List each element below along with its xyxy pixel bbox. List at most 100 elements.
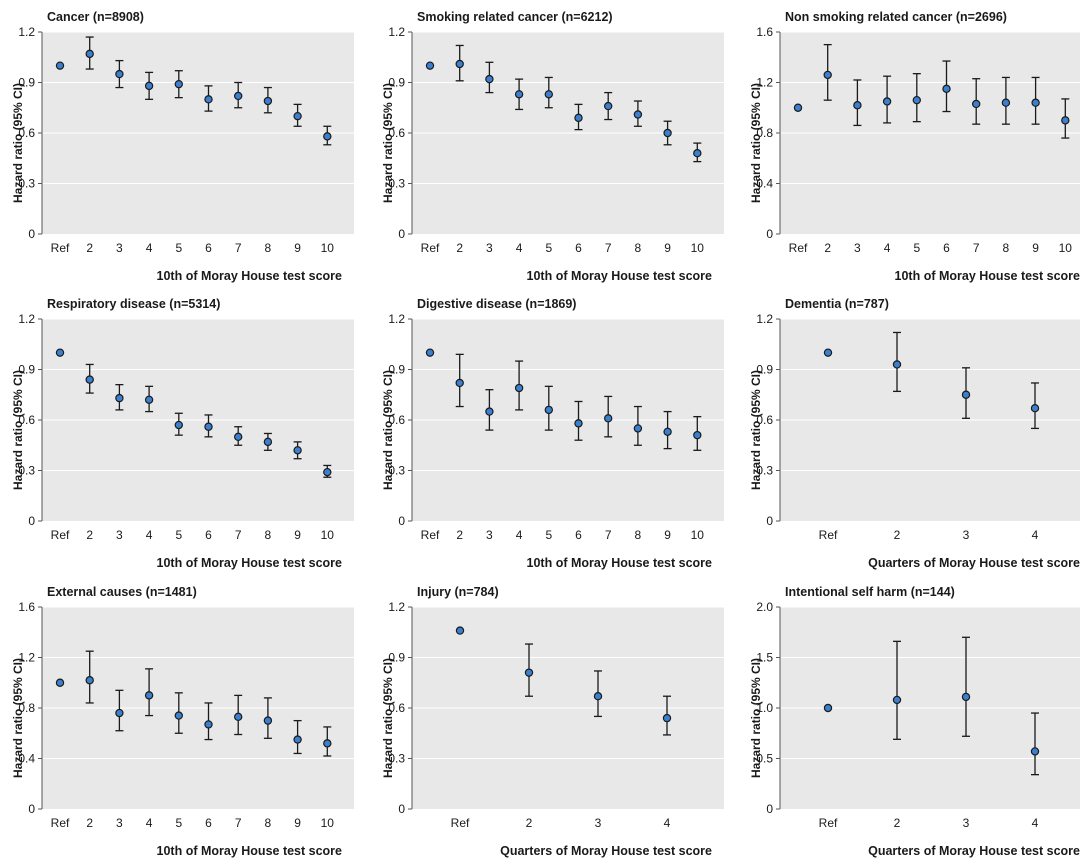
x-tick-label: 2 xyxy=(456,241,463,255)
x-tick-label: 10 xyxy=(691,241,705,255)
x-tick-label: 4 xyxy=(516,241,523,255)
data-point xyxy=(603,414,613,423)
chart-panel: Respiratory disease (n=5314) Hazard ratio… xyxy=(0,295,360,580)
x-tick-label: 9 xyxy=(664,528,671,542)
y-tick-label: 1.0 xyxy=(756,701,773,715)
data-point xyxy=(514,90,524,99)
data-point xyxy=(961,692,971,702)
x-tick-label: 2 xyxy=(894,816,901,830)
data-point xyxy=(1001,98,1011,107)
y-tick-label: 0.3 xyxy=(756,464,773,478)
data-point xyxy=(961,390,971,399)
chart-title: Digestive disease (n=1869) xyxy=(417,297,577,311)
data-point xyxy=(455,59,464,69)
x-tick-label: Ref xyxy=(51,528,70,542)
x-tick-label: 8 xyxy=(265,241,272,255)
data-point xyxy=(971,99,981,109)
y-tick-label: 0.6 xyxy=(388,126,405,140)
y-tick-label: 1.2 xyxy=(18,25,35,39)
data-point xyxy=(892,360,902,369)
data-point xyxy=(823,70,832,80)
y-tick-label: 0.9 xyxy=(18,76,35,90)
x-tick-label: 3 xyxy=(963,528,970,542)
chart-panel: External causes (n=1481) Hazard ratio (95… xyxy=(0,583,360,868)
data-point xyxy=(882,97,892,106)
data-point xyxy=(263,716,273,725)
x-tick-label: 5 xyxy=(175,241,182,255)
x-tick-label: Ref xyxy=(51,241,70,255)
chart-plot: 0 0.3 0.6 0.9 1.2 Ref 2 3 4 5 6 7 8 9 10 xyxy=(18,25,354,255)
x-tick-label: Ref xyxy=(51,816,70,830)
data-point xyxy=(574,113,583,123)
chart-title: Cancer (n=8908) xyxy=(47,10,144,24)
x-tick-label: 6 xyxy=(205,528,212,542)
data-point xyxy=(233,432,243,442)
data-point xyxy=(174,79,183,89)
data-point xyxy=(293,735,302,744)
data-point xyxy=(514,383,524,393)
x-tick-label: 2 xyxy=(86,816,93,830)
x-tick-label: 5 xyxy=(175,816,182,830)
x-tick-label: 10 xyxy=(321,528,335,542)
x-tick-label: 8 xyxy=(1003,241,1010,255)
x-tick-label: 4 xyxy=(1032,528,1039,542)
data-point xyxy=(892,695,902,705)
y-tick-label: 0.6 xyxy=(756,413,773,427)
y-tick-label: 0 xyxy=(28,227,35,241)
y-tick-label: 0.3 xyxy=(388,752,405,766)
data-point xyxy=(823,348,833,357)
y-tick-label: 0.3 xyxy=(388,464,405,478)
data-point xyxy=(323,739,332,748)
y-tick-label: 0.8 xyxy=(18,701,35,715)
x-axis-label: Quarters of Moray House test score xyxy=(868,844,1080,858)
y-tick-label: 0.8 xyxy=(756,126,773,140)
data-point xyxy=(1030,404,1040,413)
data-point xyxy=(85,676,94,685)
x-tick-label: 8 xyxy=(635,241,642,255)
y-tick-label: 0.3 xyxy=(18,177,35,191)
data-point xyxy=(693,430,702,440)
x-tick-label: 3 xyxy=(854,241,861,255)
data-point xyxy=(55,678,65,687)
data-point xyxy=(524,668,534,677)
data-point xyxy=(663,128,672,138)
data-point xyxy=(544,90,553,99)
chart-plot: 0 0.3 0.6 0.9 1.2 Ref 2 3 4 5 6 7 8 9 10 xyxy=(388,312,724,542)
x-tick-label: 10 xyxy=(1059,241,1073,255)
x-tick-label: 9 xyxy=(294,241,301,255)
data-point xyxy=(485,407,494,416)
x-tick-label: 2 xyxy=(894,528,901,542)
x-tick-label: 6 xyxy=(575,241,582,255)
x-tick-label: 4 xyxy=(516,528,523,542)
x-tick-label: 9 xyxy=(664,241,671,255)
chart-plot: 0 0.5 1.0 1.5 2.0 Ref 2 3 4 xyxy=(756,600,1080,830)
x-tick-label: 3 xyxy=(486,241,493,255)
y-tick-label: 0.6 xyxy=(18,413,35,427)
data-point xyxy=(174,711,183,720)
y-tick-label: 0.9 xyxy=(756,363,773,377)
x-tick-label: 7 xyxy=(235,528,242,542)
data-point xyxy=(942,84,951,94)
data-point xyxy=(233,712,243,722)
x-tick-label: 3 xyxy=(963,816,970,830)
y-tick-label: 1.2 xyxy=(388,312,405,326)
x-tick-label: 3 xyxy=(595,816,602,830)
y-tick-label: 0 xyxy=(766,802,773,816)
error-bar xyxy=(893,640,901,740)
data-point xyxy=(633,424,643,433)
x-tick-label: 2 xyxy=(86,241,93,255)
x-axis-label: 10th of Moray House test score xyxy=(156,844,342,858)
y-tick-label: 1.2 xyxy=(756,76,773,90)
data-point xyxy=(293,446,302,455)
y-tick-label: 0.4 xyxy=(756,177,773,191)
x-tick-label: 5 xyxy=(545,241,552,255)
chart-title: Smoking related cancer (n=6212) xyxy=(417,10,613,24)
chart-plot: 0 0.4 0.8 1.2 1.6 Ref 2 3 4 5 6 7 8 9 10 xyxy=(756,25,1080,255)
y-tick-label: 0 xyxy=(766,227,773,241)
y-tick-label: 0 xyxy=(398,802,405,816)
x-tick-label: 8 xyxy=(265,816,272,830)
y-tick-label: 1.6 xyxy=(756,25,773,39)
data-point xyxy=(693,148,702,158)
x-tick-label: 10 xyxy=(321,816,335,830)
